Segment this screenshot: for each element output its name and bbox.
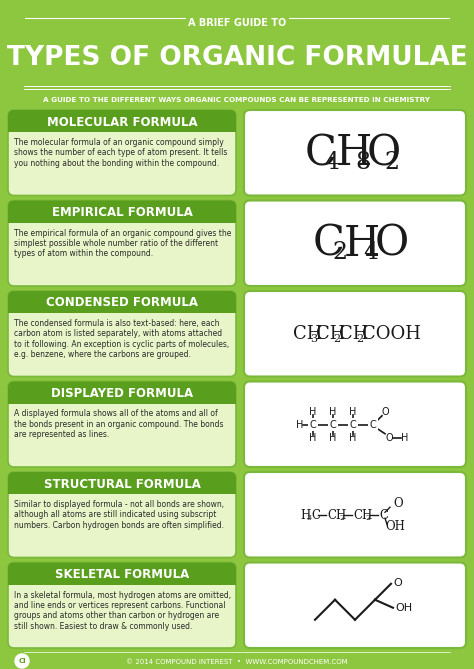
Text: OH: OH — [385, 520, 405, 533]
Text: In a skeletal formula, most hydrogen atoms are omitted,
and line ends or vertice: In a skeletal formula, most hydrogen ato… — [14, 591, 231, 631]
Text: The molecular formula of an organic compound simply
shows the number of each typ: The molecular formula of an organic comp… — [14, 138, 228, 168]
Text: H: H — [310, 407, 317, 417]
Text: COOH: COOH — [362, 325, 421, 343]
Text: © 2014 COMPOUND INTEREST  •  WWW.COMPOUNDCHEM.COM: © 2014 COMPOUND INTEREST • WWW.COMPOUNDC… — [126, 659, 348, 665]
FancyBboxPatch shape — [244, 381, 466, 467]
Text: 4: 4 — [324, 151, 339, 174]
FancyBboxPatch shape — [8, 201, 236, 286]
Text: H: H — [349, 407, 357, 417]
FancyBboxPatch shape — [8, 563, 236, 585]
Text: CH: CH — [339, 325, 368, 343]
Text: CH: CH — [353, 508, 372, 522]
Text: A BRIEF GUIDE TO: A BRIEF GUIDE TO — [188, 18, 286, 28]
FancyBboxPatch shape — [8, 201, 236, 223]
Text: DISPLAYED FORMULA: DISPLAYED FORMULA — [51, 387, 193, 400]
Text: H: H — [296, 419, 304, 429]
FancyBboxPatch shape — [244, 201, 466, 286]
Text: C: C — [313, 223, 345, 265]
Text: EMPIRICAL FORMULA: EMPIRICAL FORMULA — [52, 206, 192, 219]
FancyBboxPatch shape — [8, 291, 236, 313]
Text: 2: 2 — [333, 334, 340, 345]
Text: O: O — [381, 407, 389, 417]
Text: C: C — [370, 419, 376, 429]
FancyBboxPatch shape — [244, 110, 466, 195]
FancyBboxPatch shape — [244, 563, 466, 648]
Text: OH: OH — [395, 603, 412, 613]
FancyBboxPatch shape — [8, 563, 236, 648]
Text: 2: 2 — [332, 242, 347, 264]
Text: SKELETAL FORMULA: SKELETAL FORMULA — [55, 568, 189, 581]
Text: O: O — [367, 132, 401, 174]
Text: 2: 2 — [339, 514, 344, 522]
Text: 8: 8 — [355, 151, 370, 174]
Bar — [8, 573, 236, 585]
Bar — [8, 120, 236, 132]
FancyBboxPatch shape — [8, 381, 236, 467]
Text: 3: 3 — [310, 334, 317, 345]
Text: 4: 4 — [363, 242, 378, 264]
Bar — [8, 482, 236, 494]
Text: 2: 2 — [384, 151, 399, 174]
FancyBboxPatch shape — [244, 291, 466, 377]
Bar — [8, 301, 236, 313]
Text: CI: CI — [18, 658, 26, 664]
Text: MOLECULAR FORMULA: MOLECULAR FORMULA — [46, 116, 197, 128]
FancyBboxPatch shape — [244, 472, 466, 557]
Text: C: C — [379, 508, 388, 522]
Text: A displayed formula shows all of the atoms and all of
the bonds present in an or: A displayed formula shows all of the ato… — [14, 409, 224, 440]
Text: 3: 3 — [306, 514, 311, 522]
Text: Similar to displayed formula - not all bonds are shown,
although all atoms are s: Similar to displayed formula - not all b… — [14, 500, 224, 530]
Text: A GUIDE TO THE DIFFERENT WAYS ORGANIC COMPOUNDS CAN BE REPRESENTED IN CHEMISTRY: A GUIDE TO THE DIFFERENT WAYS ORGANIC CO… — [44, 97, 430, 103]
Text: O: O — [385, 433, 393, 443]
Text: CH: CH — [293, 325, 322, 343]
Text: CH: CH — [327, 508, 346, 522]
Text: C: C — [329, 419, 337, 429]
FancyBboxPatch shape — [8, 291, 236, 377]
FancyBboxPatch shape — [8, 472, 236, 557]
Text: C: C — [310, 419, 316, 429]
Text: C: C — [350, 419, 356, 429]
Text: H: H — [344, 223, 380, 265]
Text: H: H — [336, 132, 372, 174]
FancyBboxPatch shape — [8, 472, 236, 494]
Bar — [8, 391, 236, 403]
Text: The empirical formula of an organic compound gives the
simplest possible whole n: The empirical formula of an organic comp… — [14, 229, 231, 258]
Text: H: H — [329, 433, 337, 443]
Text: O: O — [375, 223, 409, 265]
Text: C: C — [305, 132, 337, 174]
Text: C: C — [311, 508, 320, 522]
FancyBboxPatch shape — [8, 110, 236, 195]
Text: CONDENSED FORMULA: CONDENSED FORMULA — [46, 296, 198, 310]
Text: H: H — [401, 433, 409, 443]
Text: O: O — [393, 497, 402, 510]
Text: 2: 2 — [365, 514, 370, 522]
Text: STRUCTURAL FORMULA: STRUCTURAL FORMULA — [44, 478, 201, 490]
Circle shape — [15, 654, 29, 668]
Text: H: H — [329, 407, 337, 417]
FancyBboxPatch shape — [8, 381, 236, 403]
Text: O: O — [393, 578, 402, 588]
Text: The condensed formula is also text-based: here, each
carbon atom is listed separ: The condensed formula is also text-based… — [14, 319, 229, 359]
Text: • TYPES OF ORGANIC FORMULAE •: • TYPES OF ORGANIC FORMULAE • — [0, 45, 474, 71]
Text: H: H — [349, 433, 357, 443]
Text: H: H — [310, 433, 317, 443]
FancyBboxPatch shape — [8, 110, 236, 132]
Text: 2: 2 — [356, 334, 363, 345]
Text: CH: CH — [316, 325, 346, 343]
Text: H: H — [300, 508, 310, 522]
Bar — [8, 211, 236, 223]
